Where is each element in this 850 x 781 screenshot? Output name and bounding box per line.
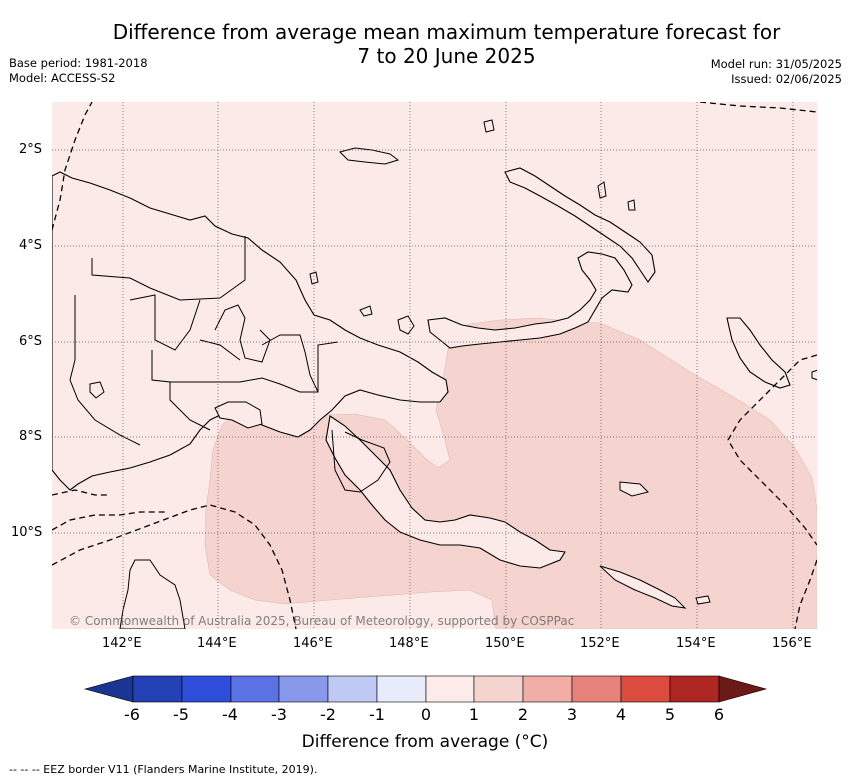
colorbar <box>83 675 768 703</box>
small-islands <box>89 119 817 609</box>
colorbar-bin <box>327 675 378 703</box>
map-title: Difference from average mean maximum tem… <box>90 20 803 68</box>
colorbar-tick-label: 1 <box>468 705 480 724</box>
lon-label-150e: 150°E <box>485 636 525 651</box>
colorbar-bin <box>181 675 232 703</box>
colorbar-title: Difference from average (°C) <box>301 732 549 752</box>
lat-label-8s: 8°S <box>19 429 43 444</box>
colorbar-tick-label: -6 <box>124 705 140 724</box>
colorbar-tick-label: -5 <box>173 705 189 724</box>
new-guinea-coast <box>52 171 449 491</box>
new-ireland-coast <box>504 167 656 283</box>
colorbar-tick-label: 3 <box>566 705 578 724</box>
colorbar-bin <box>230 675 280 703</box>
colorbar-bin <box>473 675 524 703</box>
lat-label-10s: 10°S <box>11 525 43 540</box>
lon-label-142e: 142°E <box>102 636 142 651</box>
lon-label-144e: 144°E <box>197 636 237 651</box>
eez-borders <box>52 102 817 629</box>
colorbar-tick-label: 2 <box>517 705 529 724</box>
bougainville-coast <box>726 317 791 389</box>
lon-label-156e: 156°E <box>772 636 812 651</box>
colorbar-tick-label: 4 <box>615 705 627 724</box>
colorbar-bin <box>571 675 622 703</box>
meta-right: Model run: 31/05/2025 Issued: 02/06/2025 <box>711 57 842 87</box>
colorbar-tick-label: 6 <box>713 705 725 724</box>
colorbar-bin <box>425 675 475 703</box>
colorbar-tick-label: -1 <box>369 705 385 724</box>
title-line-1: Difference from average mean maximum tem… <box>112 20 781 44</box>
gridlines <box>52 102 817 629</box>
australia-mainland <box>119 559 186 629</box>
colorbar-bin <box>132 675 183 703</box>
colorbar-tick-label: -4 <box>222 705 238 724</box>
meta-left: Base period: 1981-2018 Model: ACCESS-S2 <box>9 56 148 86</box>
anomaly-region-1-2 <box>204 317 817 629</box>
colorbar-extend-high <box>718 675 768 703</box>
colorbar-bin <box>278 675 329 703</box>
province-borders <box>69 236 391 493</box>
model-text: Model: ACCESS-S2 <box>9 71 116 85</box>
colorbar-extend-low <box>83 675 134 703</box>
lon-label-154e: 154°E <box>676 636 716 651</box>
colorbar-tick-label: 5 <box>664 705 676 724</box>
lat-label-6s: 6°S <box>19 334 43 349</box>
lon-label-152e: 152°E <box>580 636 620 651</box>
lat-label-4s: 4°S <box>19 238 43 253</box>
lon-label-146e: 146°E <box>293 636 333 651</box>
colorbar-bin <box>669 675 720 703</box>
title-line-2: 7 to 20 June 2025 <box>357 44 536 68</box>
colorbar-tick-label: -2 <box>320 705 336 724</box>
eez-footnote: -- -- -- EEZ border V11 (Flanders Marine… <box>9 763 318 776</box>
lat-label-2s: 2°S <box>19 142 43 157</box>
issued-text: Issued: 02/06/2025 <box>731 72 842 86</box>
model-run-text: Model run: 31/05/2025 <box>710 57 842 71</box>
colorbar-tick-label: -3 <box>271 705 287 724</box>
colorbar-tick-label: 0 <box>420 705 432 724</box>
lon-label-148e: 148°E <box>389 636 429 651</box>
colorbar-bin <box>376 675 427 703</box>
papuan-peninsula <box>325 415 566 569</box>
copyright-watermark: © Commonwealth of Australia 2025, Bureau… <box>69 614 575 628</box>
base-period-text: Base period: 1981-2018 <box>9 56 148 70</box>
colorbar-bin <box>522 675 573 703</box>
colorbar-bin <box>620 675 671 703</box>
